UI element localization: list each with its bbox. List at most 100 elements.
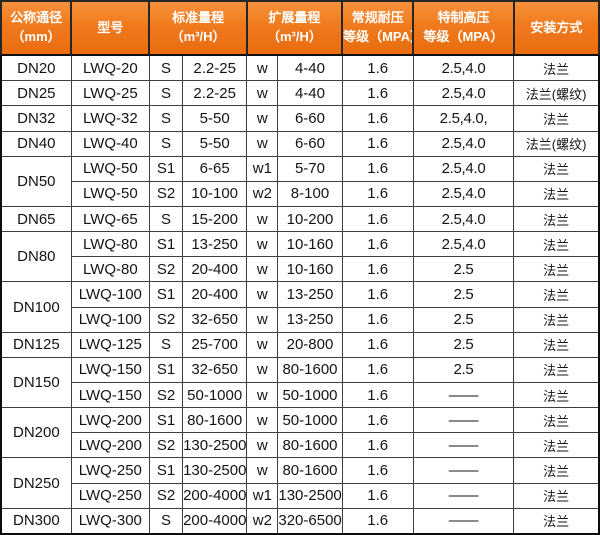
- normal-pressure-cell: 1.6: [341, 155, 414, 182]
- normal-pressure-cell: 1.6: [341, 507, 414, 535]
- installation-cell: 法兰: [513, 507, 600, 535]
- installation-cell: 法兰: [513, 306, 600, 333]
- extended-range-cell: 5-70: [277, 155, 343, 182]
- standard-range-cell: 130-2500: [182, 432, 248, 459]
- normal-pressure-cell: 1.6: [341, 281, 414, 308]
- extended-range-label-cell: w: [246, 281, 279, 308]
- high-pressure-cell: 2.5,4.0: [412, 155, 515, 182]
- normal-pressure-cell: 1.6: [341, 482, 414, 509]
- extended-range-label-cell: w: [246, 256, 279, 283]
- table-row: LWQ-250 S2 200-4000 w1 130-2500 1.6 —— 法兰: [1, 482, 600, 509]
- extended-range-cell: 130-2500: [277, 482, 343, 509]
- diameter-cell: DN150: [0, 356, 72, 409]
- standard-range-cell: 13-250: [182, 231, 248, 258]
- normal-pressure-cell: 1.6: [341, 306, 414, 333]
- extended-range-cell: 6-60: [277, 105, 343, 132]
- standard-range-cell: 2.2-25: [182, 80, 248, 107]
- extended-range-label-cell: w: [246, 205, 279, 233]
- standard-range-cell: 2.2-25: [182, 54, 248, 82]
- standard-range-cell: 200-4000: [182, 482, 248, 509]
- table-row: DN125 LWQ-125 S 25-700 w 20-800 1.6 2.5 法兰: [0, 331, 600, 358]
- model-cell: LWQ-65: [70, 205, 150, 233]
- normal-pressure-cell: 1.6: [341, 407, 414, 434]
- header-diameter: 公称通径 （mm）: [0, 0, 73, 56]
- model-cell: LWQ-150: [70, 381, 150, 409]
- installation-cell: 法兰: [513, 155, 600, 182]
- table-row: DN200 LWQ-200 S1 80-1600 w 50-1000 1.6 —— 法兰: [0, 407, 600, 459]
- extended-range-cell: 20-800: [277, 331, 343, 358]
- standard-range-cell: 80-1600: [182, 407, 248, 434]
- high-pressure-cell: ——: [412, 507, 515, 535]
- standard-range-cell: 6-65: [182, 155, 248, 182]
- standard-range-cell: 50-1000: [182, 381, 248, 409]
- header-high-pressure-line2: 等级（MPA）: [423, 29, 504, 44]
- high-pressure-cell: 2.5: [412, 306, 515, 333]
- installation-cell: 法兰: [513, 180, 600, 207]
- high-pressure-cell: 2.5,4.0: [412, 130, 515, 157]
- header-standard-range: 标准量程 （m³/H）: [148, 0, 248, 56]
- diameter-cell: DN25: [0, 80, 72, 107]
- table-row: DN250 LWQ-250 S1 130-2500 w 80-1600 1.6 —— 法兰: [0, 457, 600, 509]
- normal-pressure-cell: 1.6: [341, 130, 414, 157]
- diameter-cell: DN65: [0, 205, 72, 233]
- standard-range-label-cell: S: [148, 507, 184, 535]
- standard-range-cell: 200-4000: [182, 507, 248, 535]
- extended-range-label-cell: w1: [246, 155, 279, 182]
- extended-range-cell: 4-40: [277, 54, 343, 82]
- extended-range-cell: 80-1600: [277, 356, 343, 383]
- normal-pressure-cell: 1.6: [341, 180, 414, 207]
- normal-pressure-cell: 1.6: [341, 457, 414, 484]
- extended-range-label-cell: w: [246, 105, 279, 132]
- table-row: DN32 LWQ-32 S 5-50 w 6-60 1.6 2.5,4.0, 法兰: [0, 105, 600, 132]
- installation-cell: 法兰: [513, 231, 600, 258]
- high-pressure-cell: ——: [412, 381, 515, 409]
- high-pressure-cell: 2.5: [412, 331, 515, 358]
- extended-range-label-cell: w: [246, 381, 279, 409]
- extended-range-label-cell: w: [246, 331, 279, 358]
- header-normal-pressure-line1: 常规耐压: [351, 10, 404, 26]
- high-pressure-cell: 2.5,4.0: [412, 54, 515, 82]
- model-cell: LWQ-32: [70, 105, 150, 132]
- model-cell: LWQ-100: [70, 306, 150, 333]
- header-row: 公称通径 （mm） 型号 标准量程 （m³/H） 扩展量程 （m³/H） 常规耐…: [0, 0, 600, 56]
- extended-range-cell: 80-1600: [277, 457, 343, 484]
- high-pressure-cell: 2.5: [412, 256, 515, 283]
- header-installation: 安装方式: [512, 0, 600, 56]
- standard-range-label-cell: S1: [148, 155, 184, 182]
- high-pressure-cell: 2.5: [412, 356, 515, 383]
- standard-range-cell: 20-400: [182, 281, 248, 308]
- standard-range-label-cell: S2: [148, 381, 184, 409]
- table-header: 公称通径 （mm） 型号 标准量程 （m³/H） 扩展量程 （m³/H） 常规耐…: [0, 0, 600, 56]
- installation-cell: 法兰: [513, 256, 600, 283]
- standard-range-label-cell: S: [148, 80, 184, 107]
- model-cell: LWQ-200: [70, 432, 150, 459]
- extended-range-label-cell: w: [246, 457, 279, 484]
- standard-range-cell: 32-650: [182, 306, 248, 333]
- header-extended-range: 扩展量程 （m³/H）: [245, 0, 344, 56]
- standard-range-cell: 5-50: [182, 130, 248, 157]
- standard-range-cell: 32-650: [182, 356, 248, 383]
- extended-range-cell: 10-160: [277, 231, 343, 258]
- table-row: DN80 LWQ-80 S1 13-250 w 10-160 1.6 2.5,4.0 法兰: [0, 231, 600, 283]
- installation-cell: 法兰(螺纹): [513, 80, 600, 107]
- extended-range-label-cell: w2: [246, 180, 279, 207]
- standard-range-cell: 10-100: [182, 180, 248, 207]
- installation-cell: 法兰: [513, 381, 600, 409]
- table-row: DN40 LWQ-40 S 5-50 w 6-60 1.6 2.5,4.0 法兰(螺纹): [0, 130, 600, 157]
- normal-pressure-cell: 1.6: [341, 256, 414, 283]
- normal-pressure-cell: 1.6: [341, 105, 414, 132]
- model-cell: LWQ-200: [70, 407, 150, 434]
- high-pressure-cell: 2.5,4.0: [412, 180, 515, 207]
- normal-pressure-cell: 1.6: [341, 432, 414, 459]
- model-cell: LWQ-80: [70, 231, 150, 258]
- table-row: LWQ-200 S2 130-2500 w 80-1600 1.6 —— 法兰: [1, 432, 600, 459]
- standard-range-label-cell: S2: [148, 306, 184, 333]
- header-standard-range-line1: 标准量程: [172, 10, 225, 26]
- extended-range-label-cell: w: [246, 80, 279, 107]
- installation-cell: 法兰(螺纹): [513, 130, 600, 157]
- header-extended-range-line1: 扩展量程: [268, 10, 321, 26]
- high-pressure-cell: 2.5,4.0,: [412, 105, 515, 132]
- table-row: DN150 LWQ-150 S1 32-650 w 80-1600 1.6 2.5 法兰: [0, 356, 600, 409]
- standard-range-label-cell: S: [148, 54, 184, 82]
- model-cell: LWQ-300: [70, 507, 150, 535]
